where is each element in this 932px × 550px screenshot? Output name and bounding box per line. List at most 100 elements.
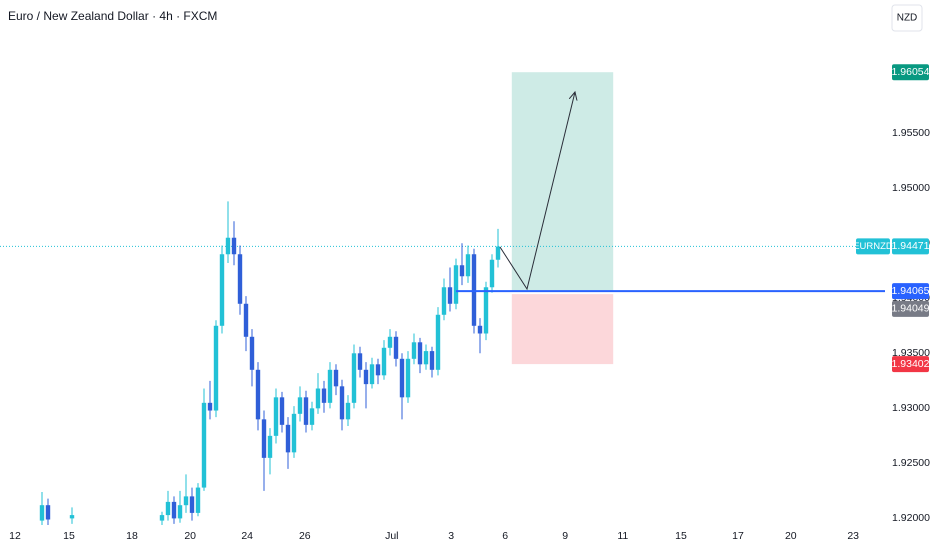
entry-price-tag-box: [892, 283, 929, 300]
x-tick-label: 11: [617, 530, 628, 542]
candle-body: [309, 408, 315, 425]
x-tick-label: 3: [448, 530, 454, 542]
candle-body: [381, 347, 387, 376]
candle-body: [267, 435, 273, 458]
candle-body: [219, 254, 225, 326]
last-price-tag-box: [892, 238, 929, 255]
candle-body: [453, 265, 459, 304]
candle-body: [399, 358, 405, 398]
candle-body: [495, 246, 501, 260]
plot-area: [0, 72, 885, 525]
candle-body: [39, 505, 45, 521]
candle-body: [279, 397, 285, 425]
currency-label[interactable]: NZD: [897, 13, 918, 24]
target-price-tag-box: [892, 64, 929, 81]
candle-body: [45, 505, 51, 520]
candle-body: [201, 402, 207, 488]
currency-button[interactable]: [891, 4, 923, 32]
stop-price-tag-box: [892, 356, 929, 373]
candle-body: [351, 353, 357, 403]
x-tick-label: 20: [785, 530, 797, 542]
candle-body: [225, 237, 231, 255]
candle-body: [429, 351, 435, 370]
candle-body: [375, 364, 381, 376]
candle-body: [243, 303, 249, 337]
x-tick-label: 9: [562, 530, 568, 542]
candle-body: [165, 501, 171, 516]
candle-body: [189, 496, 195, 513]
x-tick-label: 18: [126, 530, 138, 542]
candle-body: [435, 314, 441, 370]
x-tick-label: 23: [847, 530, 859, 542]
forecast-arrow: [499, 92, 575, 291]
target-price-tag: 1.96054: [892, 66, 930, 78]
candle-body: [423, 351, 429, 365]
marker-price-tag-box: [892, 300, 929, 317]
last-price-tag: 1.94471: [892, 240, 930, 252]
candle-body: [489, 259, 495, 288]
x-tick-label: 20: [184, 530, 196, 542]
candle-body: [417, 342, 423, 365]
candle-body: [159, 515, 165, 521]
x-tick-label: 15: [675, 530, 687, 542]
target-zone: [511, 72, 614, 292]
x-tick-label: 6: [502, 530, 508, 542]
x-tick-label: 26: [299, 530, 311, 542]
stop-price-tag: 1.93402: [892, 358, 930, 370]
symbol-tag: EURNZD: [853, 241, 893, 252]
candle-body: [291, 413, 297, 453]
candle-body: [315, 388, 321, 409]
candle-body: [357, 353, 363, 370]
candle-body: [393, 336, 399, 359]
candle-body: [297, 397, 303, 414]
candle-body: [333, 369, 339, 387]
candle-body: [171, 501, 177, 519]
candle-body: [441, 287, 447, 315]
candle-body: [69, 515, 75, 519]
candle-body: [261, 419, 267, 458]
candle-body: [207, 402, 213, 411]
candle-body: [369, 364, 375, 385]
candle-body: [459, 265, 465, 277]
candle-body: [231, 237, 237, 255]
y-tick-label: 1.93000: [892, 402, 930, 414]
x-tick-label: 17: [732, 530, 744, 542]
y-tick-label: 1.92000: [892, 512, 930, 524]
stop-zone: [511, 294, 614, 365]
y-tick-label: 1.93500: [892, 347, 930, 359]
candle-body: [447, 287, 453, 304]
candle-body: [303, 397, 309, 425]
candle-body: [345, 402, 351, 420]
chart-title: Euro / New Zealand Dollar · 4h · FXCM: [8, 9, 217, 23]
x-tick-label: 12: [9, 530, 21, 542]
candle-body: [177, 505, 183, 519]
candle-body: [387, 336, 393, 348]
candle-body: [411, 342, 417, 359]
candle-body: [273, 397, 279, 436]
candle-body: [321, 388, 327, 403]
candle-body: [327, 369, 333, 403]
candle-body: [339, 386, 345, 420]
symbol-tag-box: [856, 238, 890, 255]
candle-body: [249, 336, 255, 370]
candle-body: [483, 287, 489, 334]
candle-body: [195, 487, 201, 513]
candle-body: [237, 254, 243, 304]
candle-body: [477, 325, 483, 334]
candle-body: [255, 369, 261, 420]
candle-body: [471, 254, 477, 326]
candle-body: [405, 358, 411, 398]
candle-body: [183, 496, 189, 506]
candle-body: [285, 424, 291, 453]
y-tick-label: 1.92500: [892, 457, 930, 469]
candle-body: [213, 325, 219, 411]
y-tick-label: 1.95500: [892, 127, 930, 139]
candle-body: [363, 369, 369, 385]
candle-body: [465, 254, 471, 277]
x-tick-label: Jul: [385, 530, 398, 542]
x-tick-label: 15: [63, 530, 75, 542]
marker-price-tag: 1.94049: [892, 303, 930, 315]
x-tick-label: 24: [241, 530, 253, 542]
axes: 1.920001.925001.930001.935001.940001.945…: [9, 64, 930, 542]
